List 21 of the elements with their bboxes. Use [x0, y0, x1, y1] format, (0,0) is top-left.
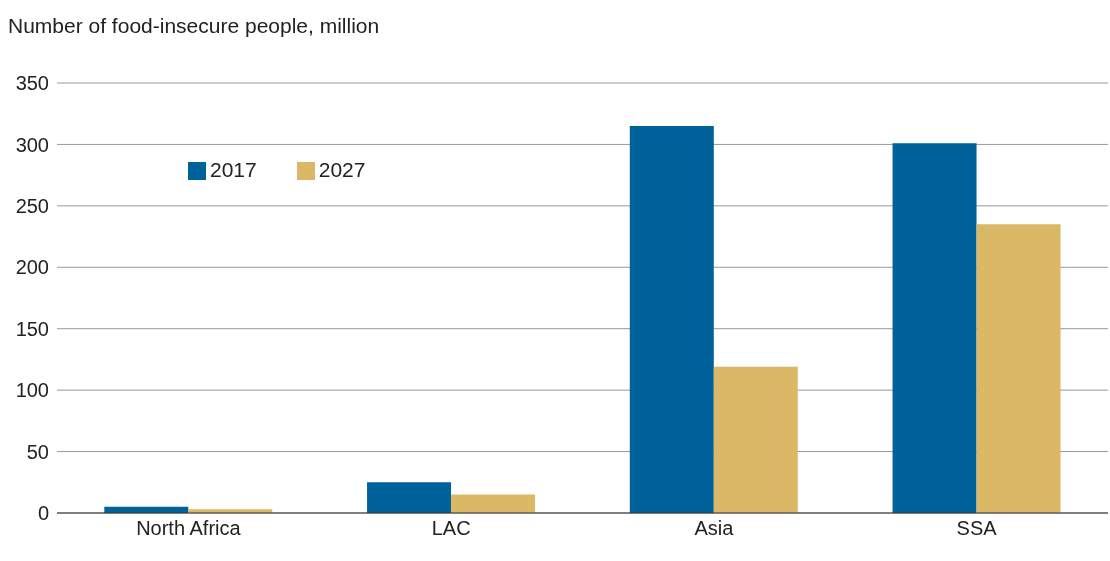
y-tick-label: 300 [15, 133, 49, 156]
bar [367, 482, 452, 513]
y-tick-label: 200 [15, 256, 49, 279]
bar [629, 126, 714, 513]
bar [713, 366, 798, 513]
y-tick-label: 250 [15, 194, 49, 217]
legend-label: 2017 [210, 158, 257, 181]
y-tick-label: 100 [15, 379, 49, 402]
y-tick-label: 350 [15, 72, 49, 95]
y-tick-label: 150 [15, 317, 49, 340]
x-tick-label: LAC [431, 517, 471, 540]
bar [976, 224, 1061, 513]
x-tick-label: Asia [694, 517, 735, 540]
bar [451, 494, 536, 513]
y-axis-title: Number of food-insecure people, million [8, 14, 380, 38]
y-tick-label: 50 [26, 440, 49, 463]
x-tick-label: North Africa [136, 517, 242, 540]
bar [892, 143, 977, 513]
y-tick-label: 0 [37, 502, 49, 525]
legend-label: 2027 [318, 158, 366, 181]
x-tick-label: SSA [956, 517, 998, 540]
